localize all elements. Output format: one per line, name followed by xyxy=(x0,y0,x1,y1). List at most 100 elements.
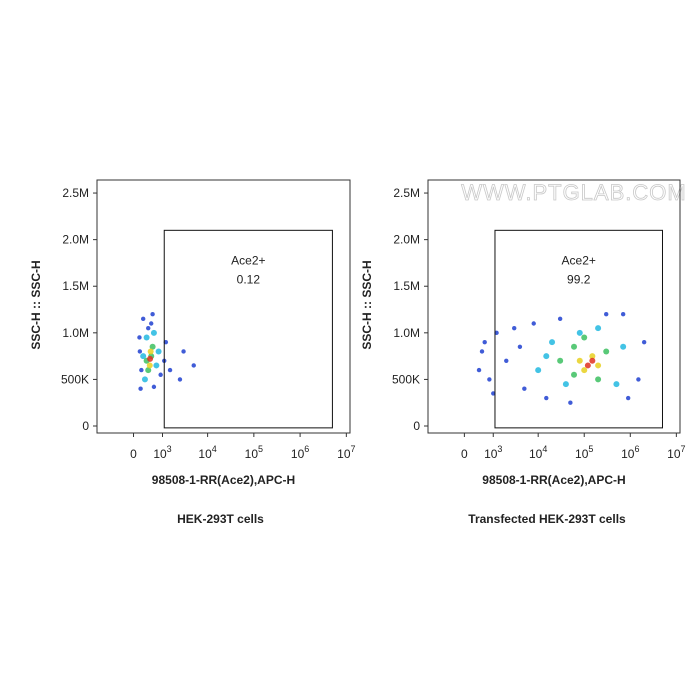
gate-label: Ace2+ xyxy=(231,253,265,267)
event-dot xyxy=(491,391,496,396)
event-dot xyxy=(604,311,609,317)
x-tick-label: 105 xyxy=(575,444,593,461)
event-dot xyxy=(522,386,527,391)
y-tick-label: 500K xyxy=(392,372,420,386)
tick-exponent: 5 xyxy=(588,444,593,454)
tick-base: 10 xyxy=(575,447,589,461)
tick-base: 10 xyxy=(484,447,498,461)
gate xyxy=(494,229,663,429)
y-tick-label: 2.0M xyxy=(393,233,420,247)
event-dot xyxy=(595,362,602,369)
event-dot xyxy=(531,321,536,326)
event-dot xyxy=(149,343,156,350)
event-dot xyxy=(140,316,146,322)
event-dot xyxy=(137,335,142,340)
event-dot xyxy=(143,334,150,341)
tick-base: 10 xyxy=(153,447,167,461)
event-dot xyxy=(543,353,550,360)
y-tick-label: 1.0M xyxy=(62,326,89,340)
event-dot xyxy=(177,377,183,382)
event-dot xyxy=(150,329,157,336)
y-axis-label: SSC-H :: SSC-H xyxy=(360,260,374,349)
event-dot xyxy=(613,381,620,388)
event-dot xyxy=(562,381,569,388)
event-dot xyxy=(512,325,517,331)
y-tick-label: 1.5M xyxy=(62,279,89,293)
x-axis-label: 98508-1-RR(Ace2),APC-H xyxy=(152,473,295,487)
y-tick-label: 1.5M xyxy=(393,279,420,293)
y-axis-label: SSC-H :: SSC-H xyxy=(29,260,43,349)
event-dot xyxy=(147,355,154,362)
tick-exponent: 6 xyxy=(304,444,309,454)
event-dot xyxy=(479,349,485,354)
tick-exponent: 4 xyxy=(212,444,217,454)
tick-base: 10 xyxy=(667,447,681,461)
tick-exponent: 3 xyxy=(167,444,172,454)
plot-frame xyxy=(96,179,351,434)
tick-exponent: 4 xyxy=(542,444,547,454)
event-dot xyxy=(158,372,163,377)
y-tick-label: 2.5M xyxy=(62,186,89,200)
y-tick-label: 2.0M xyxy=(62,233,89,247)
event-dot xyxy=(568,400,573,405)
event-dot xyxy=(155,348,162,355)
event-dot xyxy=(138,386,143,391)
event-dot xyxy=(625,395,631,401)
event-dot xyxy=(535,367,542,374)
y-tick-label: 0 xyxy=(413,419,420,433)
event-dot xyxy=(141,376,148,383)
event-dot xyxy=(584,362,591,369)
event-dot xyxy=(146,362,153,369)
event-dot xyxy=(517,344,523,350)
event-dot xyxy=(636,377,641,382)
gate-label: Ace2+ xyxy=(562,253,596,267)
event-dot xyxy=(581,367,588,374)
event-dot xyxy=(181,349,186,354)
tick-base: 10 xyxy=(291,447,305,461)
tick-exponent: 5 xyxy=(258,444,263,454)
tick-exponent: 7 xyxy=(351,444,356,454)
gate-value: 99.2 xyxy=(567,272,591,286)
event-dot xyxy=(557,357,564,364)
event-dot xyxy=(576,329,583,336)
event-dot xyxy=(620,343,627,350)
plot-frame xyxy=(427,179,681,434)
event-dot xyxy=(151,384,157,390)
event-dot xyxy=(476,367,482,373)
event-dot xyxy=(163,339,169,345)
x-tick-label: 105 xyxy=(245,444,263,461)
tick-base: 10 xyxy=(198,447,212,461)
caption: HEK-293T cells xyxy=(177,512,264,526)
y-tick-label: 0 xyxy=(82,419,89,433)
event-dot xyxy=(149,321,154,326)
event-dot xyxy=(589,353,596,360)
x-axis-label: 98508-1-RR(Ace2),APC-H xyxy=(482,473,625,487)
event-dot xyxy=(589,357,596,364)
tick-exponent: 3 xyxy=(497,444,502,454)
event-dot xyxy=(137,349,143,354)
gate xyxy=(163,229,333,429)
y-tick-label: 1.0M xyxy=(393,326,420,340)
event-dot xyxy=(557,316,563,322)
event-dot xyxy=(595,376,602,383)
event-dot xyxy=(482,339,487,345)
y-tick-label: 500K xyxy=(61,372,89,386)
event-dot xyxy=(576,357,583,364)
x-tick-label: 106 xyxy=(621,444,639,461)
event-dot xyxy=(595,325,602,332)
event-dot xyxy=(504,358,509,363)
event-dot xyxy=(487,377,492,382)
tick-exponent: 7 xyxy=(681,444,686,454)
tick-base: 10 xyxy=(529,447,543,461)
tick-exponent: 6 xyxy=(634,444,639,454)
event-dot xyxy=(167,367,173,373)
event-dot xyxy=(147,348,154,355)
event-dot xyxy=(549,339,556,346)
event-dot xyxy=(153,362,160,369)
tick-base: 10 xyxy=(245,447,259,461)
x-tick-label: 0 xyxy=(461,447,468,461)
caption: Transfected HEK-293T cells xyxy=(468,512,626,526)
event-dot xyxy=(544,395,549,401)
event-dot xyxy=(145,367,152,374)
watermark: WWW.PTGLAB.COM xyxy=(461,180,686,205)
